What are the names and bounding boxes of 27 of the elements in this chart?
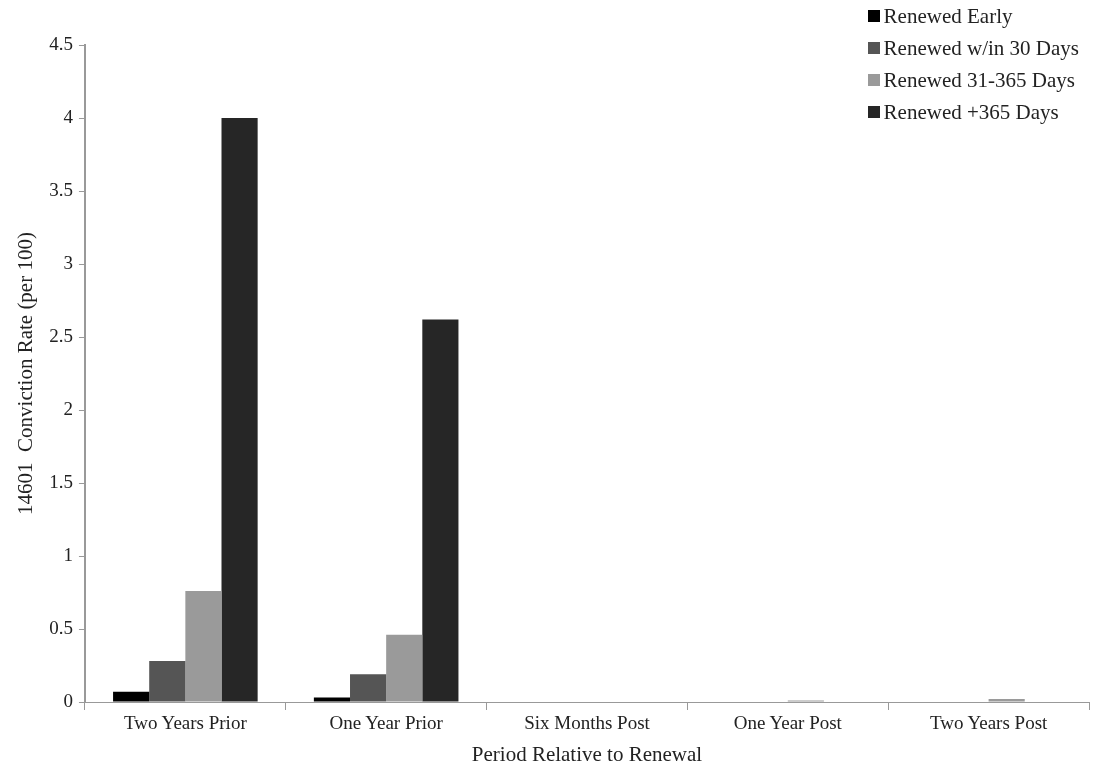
y-tick-label: 2: [63, 397, 73, 419]
y-tick-label: 4: [63, 105, 74, 127]
legend-label: Renewed w/in 30 Days: [883, 35, 1079, 62]
bar: [113, 691, 150, 702]
x-tick-label: Two Years Post: [929, 712, 1049, 734]
y-tick-label: 1.5: [49, 470, 73, 492]
y-axis-title: 14601 Conviction Rate (per 100): [13, 232, 38, 515]
x-tick-label: Six Months Post: [524, 712, 651, 734]
y-tick-label: 3.5: [49, 178, 73, 200]
bar: [422, 319, 459, 702]
y-tick-label: 0: [63, 689, 73, 711]
x-axis-title: Period Relative to Renewal: [471, 741, 703, 766]
bar: [221, 118, 258, 702]
y-tick-label: 0.5: [49, 616, 73, 638]
legend-label: Renewed Early: [883, 3, 1013, 30]
y-tick-label: 3: [63, 251, 73, 273]
legend-label: Renewed +365 Days: [883, 99, 1059, 126]
x-tick-label: One Year Post: [733, 712, 843, 734]
y-tick-label: 4.5: [49, 32, 73, 54]
y-tick-label: 2.5: [49, 324, 73, 346]
bar: [313, 697, 351, 702]
bar: [350, 674, 387, 702]
x-tick-label: Two Years Prior: [124, 712, 248, 734]
legend-label: Renewed 31-365 Days: [883, 67, 1075, 94]
y-tick-label: 1: [63, 543, 73, 565]
x-tick-label: One Year Prior: [329, 712, 444, 734]
bar: [149, 661, 186, 702]
